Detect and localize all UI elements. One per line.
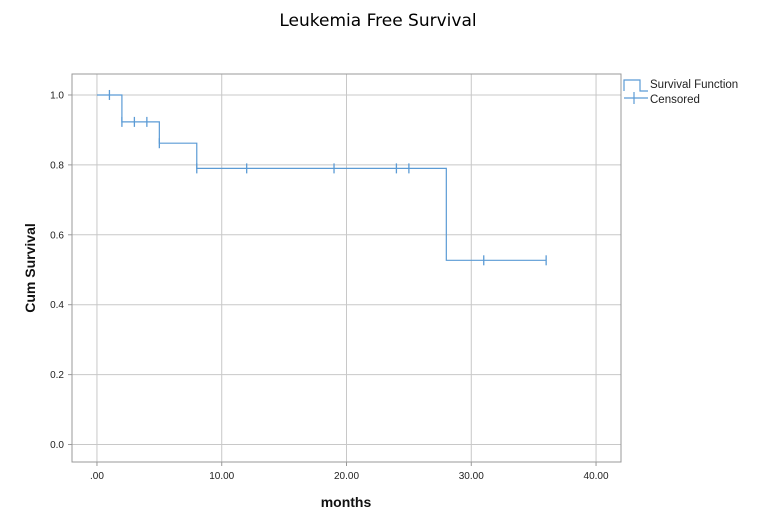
y-tick-label: 0.4 [50, 300, 64, 311]
y-tick-label: 0.0 [50, 440, 64, 451]
survival-function-line [96, 94, 547, 261]
y-tick-label: 1.0 [50, 90, 64, 101]
grid [72, 74, 621, 462]
x-tick-label: 40.00 [584, 471, 609, 482]
axis-ticks: .00 10.00 20.00 30.00 40.00 0.0 0.2 0.4 0.6 0.8 1.… [50, 90, 609, 482]
legend-censored-label: Censored [650, 94, 700, 106]
y-tick-label: 0.8 [50, 160, 64, 171]
y-axis-label: Cum Survival [22, 223, 38, 312]
y-tick-label: 0.2 [50, 370, 64, 381]
legend: Survival Function Censored [623, 79, 738, 106]
legend-survival-label: Survival Function [650, 79, 738, 91]
x-tick-label: .00 [90, 471, 104, 482]
legend-survival-swatch [623, 79, 648, 92]
x-tick-label: 30.00 [459, 471, 484, 482]
y-tick-label: 0.6 [50, 230, 64, 241]
x-tick-label: 20.00 [334, 471, 359, 482]
censored-markers [108, 89, 547, 266]
x-tick-label: 10.00 [209, 471, 234, 482]
chart-title: Leukemia Free Survival [279, 11, 476, 31]
x-axis-label: months [321, 494, 372, 510]
